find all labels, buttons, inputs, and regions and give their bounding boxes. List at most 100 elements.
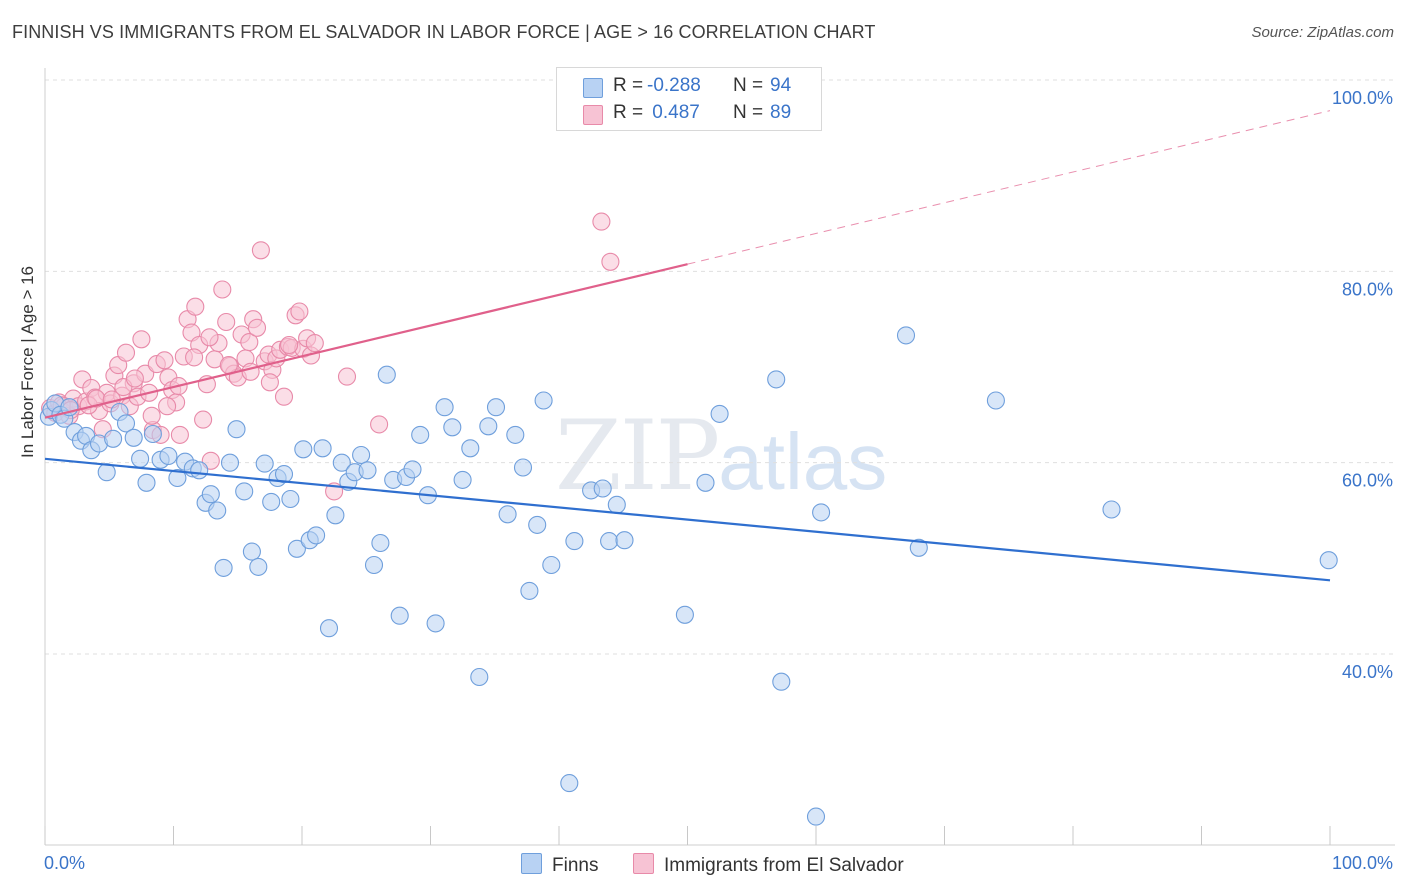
finns-point — [498, 505, 517, 524]
y-tick-label: 100.0% — [1332, 88, 1393, 108]
salvador-point — [186, 297, 205, 316]
finns-point — [710, 404, 729, 423]
finns-point — [593, 479, 612, 498]
finns-point — [235, 482, 254, 501]
salvador-point — [601, 252, 620, 271]
finns-point — [390, 606, 409, 625]
y-tick-label: 40.0% — [1342, 662, 1393, 682]
finns-n-value: 94 — [770, 75, 792, 96]
watermark-atlas: atlas — [718, 417, 888, 506]
finns-point — [131, 449, 150, 468]
x-tick-label: 100.0% — [1332, 853, 1393, 873]
finns-point — [479, 417, 498, 436]
finns-point — [513, 458, 533, 477]
finns-point — [377, 365, 396, 384]
salvador-point — [337, 367, 357, 386]
y-tick-label: 80.0% — [1342, 279, 1393, 299]
finns-point — [542, 555, 561, 575]
salvador-point — [170, 425, 189, 444]
salvador-n-label: N = — [733, 102, 764, 123]
salvador-points — [41, 212, 620, 501]
salvador-point — [370, 415, 389, 434]
salvador-point — [260, 373, 279, 392]
finns-point — [220, 453, 240, 472]
finns-legend-swatch — [521, 853, 542, 874]
salvador-legend-swatch — [633, 853, 654, 874]
chart-title: FINNISH VS IMMIGRANTS FROM EL SALVADOR I… — [12, 22, 876, 42]
finns-point — [461, 439, 480, 458]
finns-point — [470, 667, 489, 687]
bottom-legend-salvador: Immigrants from El Salvador — [633, 853, 904, 877]
finns-point — [227, 420, 246, 439]
finns-point — [486, 398, 506, 417]
tick-labels: 40.0% 60.0% 80.0% 100.0% 0.0% 100.0% — [44, 88, 1393, 873]
finns-point — [352, 445, 371, 465]
finns-point — [332, 453, 351, 472]
finns-point — [696, 473, 715, 492]
finns-point — [986, 391, 1005, 410]
salvador-legend-label: Immigrants from El Salvador — [664, 855, 904, 876]
finns-point — [528, 515, 547, 534]
salvador-point — [155, 351, 174, 370]
finns-points — [39, 326, 1338, 826]
finns-point — [443, 418, 462, 437]
salvador-point — [241, 362, 260, 381]
finns-point — [772, 672, 791, 691]
finns-point — [411, 425, 430, 444]
finns-point — [600, 532, 619, 551]
finns-point — [137, 473, 156, 492]
salvador-r-label: R = — [613, 102, 644, 123]
finns-point — [615, 531, 634, 550]
finns-point — [435, 398, 454, 417]
salvador-point — [200, 328, 219, 347]
finns-point — [364, 555, 384, 575]
salvador-trend-line-solid — [44, 263, 688, 419]
watermark: ZIPatlas — [555, 400, 887, 512]
y-axis-label: In Labor Force | Age > 16 — [18, 265, 37, 458]
salvador-point — [280, 335, 299, 355]
finns-point — [520, 581, 539, 600]
salvador-point — [194, 410, 213, 429]
salvador-r-value: 0.487 — [647, 102, 700, 123]
salvador-point — [274, 387, 294, 406]
finns-point — [190, 461, 209, 480]
finns-point — [534, 391, 553, 410]
finns-point — [607, 495, 626, 514]
salvador-point — [251, 241, 270, 260]
finns-point — [806, 807, 826, 826]
finns-point — [262, 492, 281, 511]
finns-point — [255, 454, 274, 473]
finns-point — [812, 503, 831, 522]
finns-point — [1319, 551, 1338, 570]
finns-point — [1102, 500, 1121, 519]
finns-point — [287, 539, 306, 558]
finns-point — [208, 501, 227, 520]
finns-point — [426, 614, 445, 633]
finns-point — [560, 774, 579, 793]
finns-r-value: -0.288 — [647, 75, 701, 96]
chart-source: Source: ZipAtlas.com — [1251, 24, 1394, 41]
finns-n-label: N = — [733, 75, 764, 96]
salvador-point — [217, 312, 236, 332]
trend-lines — [44, 110, 1331, 582]
finns-legend-label: Finns — [552, 855, 599, 876]
salvador-point — [125, 369, 144, 388]
salvador-point — [219, 356, 238, 375]
finns-point — [159, 446, 178, 466]
finns-r-label: R = — [613, 75, 644, 96]
finns-point — [326, 506, 345, 525]
finns-point — [565, 532, 584, 551]
finns-swatch — [583, 78, 603, 98]
watermark-zip: ZIP — [555, 400, 720, 512]
finns-point — [506, 425, 525, 444]
finns-point — [294, 440, 313, 459]
finns-point — [307, 526, 326, 545]
salvador-point — [132, 330, 151, 349]
finns-point — [896, 326, 916, 345]
finns-point — [358, 461, 377, 480]
finns-point — [242, 542, 261, 561]
salvador-point — [213, 280, 232, 299]
legend: R = -0.288 N = 94 R = 0.487 N = 89 — [556, 67, 822, 131]
finns-point — [104, 429, 123, 448]
finns-point — [371, 533, 390, 553]
